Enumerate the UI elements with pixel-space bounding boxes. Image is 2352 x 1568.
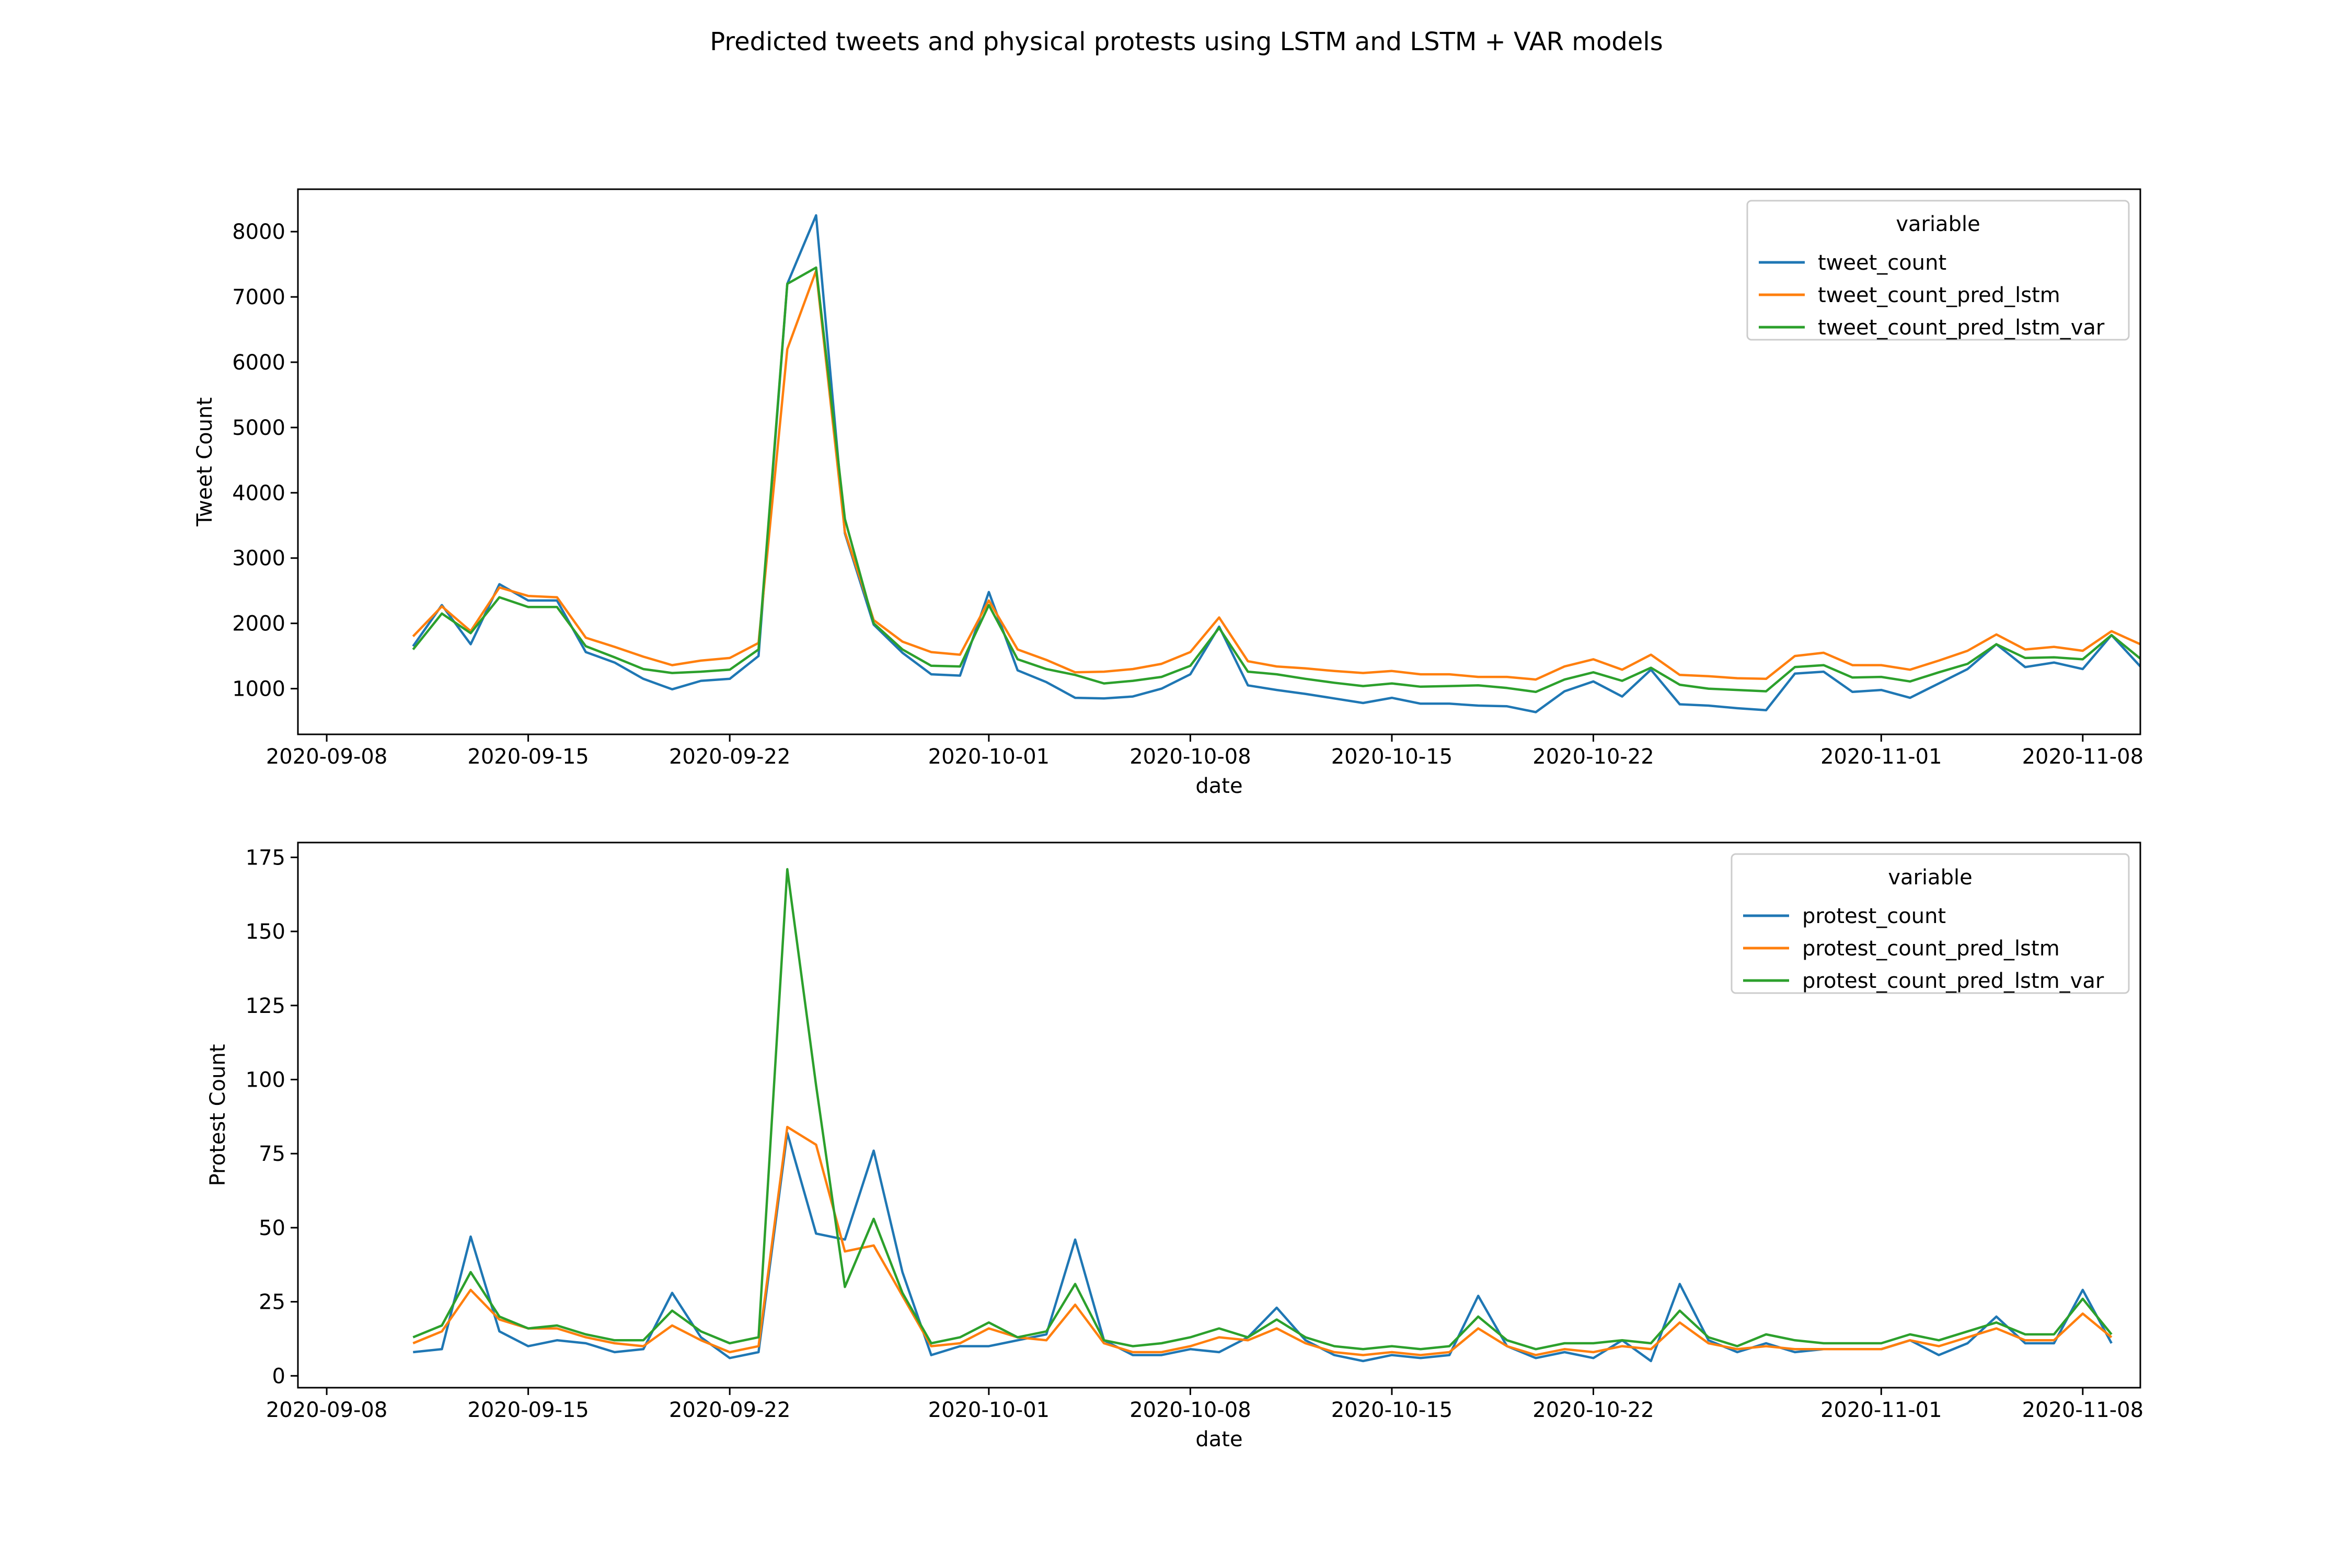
legend-entry-label: tweet_count_pred_lstm (1818, 283, 2060, 307)
plot-area-frame (297, 841, 2141, 1389)
x-tick-label: 2020-10-08 (1129, 745, 1251, 769)
y-tick-label: 25 (259, 1290, 285, 1315)
y-tick-label: 5000 (232, 416, 285, 440)
legend-title: variable (1888, 866, 1972, 890)
x-tick-label: 2020-09-22 (669, 1398, 790, 1422)
y-axis-label: Tweet Count (193, 397, 217, 527)
y-tick-label: 7000 (232, 285, 285, 309)
legend-entry-label: protest_count_pred_lstm_var (1802, 969, 2104, 993)
y-tick-label: 4000 (232, 481, 285, 505)
y-tick-label: 125 (246, 994, 285, 1018)
x-tick-label: 2020-11-01 (1820, 1398, 1942, 1422)
protest_count_pred_lstm_var-line (412, 868, 2113, 1351)
legend-entry-label: protest_count (1802, 904, 1946, 928)
y-axis-label: Protest Count (206, 1044, 230, 1186)
x-tick-label: 2020-11-08 (2022, 1398, 2143, 1422)
x-tick-label: 2020-10-22 (1532, 745, 1654, 769)
protest_count_pred_lstm-line (412, 1125, 2113, 1356)
y-tick-label: 50 (259, 1216, 285, 1240)
y-tick-label: 175 (246, 846, 285, 870)
legend-entry-label: tweet_count (1818, 251, 1946, 275)
x-tick-label: 2020-09-15 (467, 1398, 589, 1422)
legend-entry-label: tweet_count_pred_lstm_var (1818, 316, 2105, 340)
legend-box (1746, 200, 2130, 341)
tweet_count-line (412, 214, 2141, 713)
x-tick-label: 2020-11-01 (1820, 745, 1942, 769)
x-tick-label: 2020-09-15 (467, 745, 589, 769)
x-tick-label: 2020-09-22 (669, 745, 790, 769)
x-tick-label: 2020-10-22 (1532, 1398, 1654, 1422)
tweet_count_pred_lstm_var-line (412, 266, 2141, 694)
tweet-count-panel: 2020-09-08 2020-09-15 2020-09-22 2020-10-01… (193, 188, 2143, 798)
protest_count-line (413, 1132, 2113, 1363)
protest-count-panel: 2020-09-08 2020-09-15 2020-09-22 2020-10-01… (206, 841, 2143, 1451)
x-axis-label: date (1195, 1427, 1242, 1451)
x-tick-label: 2020-10-01 (928, 1398, 1050, 1422)
y-tick-label: 100 (246, 1068, 285, 1092)
x-tick-label: 2020-09-08 (266, 745, 387, 769)
x-tick-label: 2020-11-08 (2022, 745, 2143, 769)
legend: variable tweet_count tweet_count_pred_lstm… (1746, 200, 2130, 341)
x-tick-label: 2020-10-15 (1331, 745, 1452, 769)
y-tick-label: 3000 (232, 547, 285, 571)
legend-title: variable (1896, 212, 1980, 236)
y-tick-label: 75 (259, 1142, 285, 1166)
y-tick-label: 150 (246, 920, 285, 944)
legend-entry-label: protest_count_pred_lstm (1802, 937, 2060, 961)
y-tick-label: 2000 (232, 612, 285, 636)
y-tick-label: 0 (272, 1364, 285, 1388)
figure-title: Predicted tweets and physical protests u… (710, 27, 1663, 56)
y-tick-label: 1000 (232, 677, 285, 701)
x-tick-label: 2020-09-08 (266, 1398, 387, 1422)
tweet_count_pred_lstm-line (412, 269, 2141, 681)
y-tick-label: 8000 (232, 220, 285, 244)
x-tick-label: 2020-10-01 (928, 745, 1050, 769)
legend: variable protest_count protest_count_pred_… (1731, 853, 2130, 994)
plot-area-frame (297, 188, 2141, 735)
x-tick-label: 2020-10-08 (1129, 1398, 1251, 1422)
x-tick-label: 2020-10-15 (1331, 1398, 1452, 1422)
legend-box (1731, 853, 2130, 994)
x-axis-label: date (1195, 774, 1242, 798)
y-tick-label: 6000 (232, 351, 285, 375)
